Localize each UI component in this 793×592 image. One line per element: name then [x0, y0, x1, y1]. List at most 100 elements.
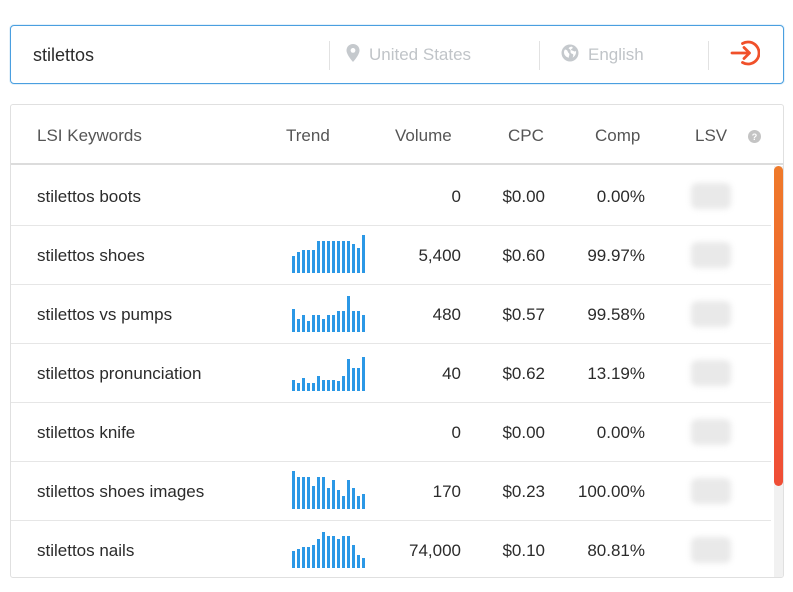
trend-bar [332, 480, 335, 509]
trend-bar [357, 248, 360, 273]
trend-bar [322, 241, 325, 273]
table-row[interactable]: stilettos vs pumps 480 $0.57 99.58% [11, 285, 771, 344]
lsv-blurred-value [691, 360, 731, 386]
location-selector[interactable]: United States [346, 43, 471, 67]
trend-bar [362, 494, 365, 509]
trend-bar [327, 536, 330, 568]
trend-bar [352, 368, 355, 391]
volume-cell: 170 [432, 482, 461, 501]
volume-cell: 480 [432, 305, 461, 324]
trend-bar [317, 315, 320, 332]
volume-cell: 40 [442, 364, 461, 383]
volume-cell: 74,000 [409, 541, 461, 560]
trend-bar [362, 315, 365, 332]
volume-cell: 5,400 [418, 246, 461, 265]
trend-bar [332, 536, 335, 568]
keyword-cell[interactable]: stilettos knife [37, 423, 136, 442]
scrollbar-thumb[interactable] [774, 166, 783, 486]
trend-bar [307, 383, 310, 391]
table-row[interactable]: stilettos nails 74,000 $0.10 80.81% [11, 521, 771, 577]
trend-bar [362, 235, 365, 273]
trend-bar [292, 256, 295, 273]
trend-bar [312, 383, 315, 391]
cpc-cell: $0.62 [502, 364, 545, 383]
trend-bar [297, 319, 300, 332]
keyword-cell[interactable]: stilettos vs pumps [37, 305, 173, 324]
table-row[interactable]: stilettos knife 0 $0.00 0.00% [11, 403, 771, 462]
trend-bar [362, 558, 365, 568]
trend-bar [297, 383, 300, 391]
comp-cell: 0.00% [596, 187, 645, 206]
trend-bar [322, 319, 325, 332]
col-header-comp[interactable]: Comp [595, 126, 641, 145]
keyword-cell[interactable]: stilettos shoes images [37, 482, 205, 501]
keyword-search-input[interactable] [33, 43, 323, 67]
cpc-cell: $0.60 [502, 246, 545, 265]
keyword-cell[interactable]: stilettos nails [37, 541, 135, 560]
col-header-trend[interactable]: Trend [286, 126, 330, 145]
col-header-lsv[interactable]: LSV [695, 126, 728, 145]
divider [329, 41, 330, 70]
enter-arrow-icon [730, 39, 761, 72]
comp-cell: 99.97% [587, 246, 645, 265]
comp-cell: 80.81% [587, 541, 645, 560]
trend-bar [322, 532, 325, 568]
trend-bar [317, 241, 320, 273]
trend-bar [332, 315, 335, 332]
lsv-blurred-value [691, 419, 731, 445]
table-row[interactable]: stilettos pronunciation 40 $0.62 13.19% [11, 344, 771, 403]
cpc-cell: $0.23 [502, 482, 545, 501]
cpc-cell: $0.00 [502, 423, 545, 442]
location-value: United States [369, 45, 472, 64]
lsv-blurred-value [691, 478, 731, 504]
keyword-cell[interactable]: stilettos boots [37, 187, 141, 206]
trend-bar [337, 490, 340, 509]
trend-bar [317, 376, 320, 391]
col-header-volume[interactable]: Volume [395, 126, 452, 145]
trend-bar [342, 376, 345, 391]
globe-icon [561, 44, 579, 67]
search-submit-button[interactable] [728, 40, 762, 70]
keyword-cell[interactable]: stilettos shoes [37, 246, 145, 265]
trend-sparkline [292, 296, 365, 332]
trend-bar [307, 321, 310, 332]
trend-bar [312, 315, 315, 332]
trend-bar [342, 536, 345, 568]
divider [539, 41, 540, 70]
trend-bar [347, 296, 350, 332]
trend-bar [352, 545, 355, 568]
trend-bar [317, 539, 320, 568]
col-header-cpc[interactable]: CPC [508, 126, 544, 145]
trend-bar [292, 380, 295, 391]
trend-sparkline [292, 412, 368, 450]
trend-sparkline [292, 532, 365, 568]
trend-sparkline [292, 357, 365, 391]
trend-bar [327, 488, 330, 509]
trend-bar [337, 381, 340, 391]
table-row[interactable]: stilettos boots 0 $0.00 0.00% [11, 167, 771, 226]
language-selector[interactable]: English [561, 43, 644, 67]
keyword-cell[interactable]: stilettos pronunciation [37, 364, 202, 383]
trend-bar [292, 551, 295, 568]
trend-bar [347, 480, 350, 509]
table-row[interactable]: stilettos shoes 5,400 $0.60 99.97% [11, 226, 771, 285]
trend-bar [302, 378, 305, 391]
trend-bar [337, 241, 340, 273]
col-header-keyword[interactable]: LSI Keywords [37, 126, 142, 145]
cpc-cell: $0.10 [502, 541, 545, 560]
comp-cell: 100.00% [577, 482, 645, 501]
table-row[interactable]: stilettos shoes images 170 $0.23 100.00% [11, 462, 771, 521]
trend-bar [342, 241, 345, 273]
trend-bar [312, 486, 315, 509]
trend-bar [327, 380, 330, 391]
trend-bar [357, 311, 360, 332]
trend-bar [352, 488, 355, 509]
cpc-cell: $0.00 [502, 187, 545, 206]
trend-bar [362, 357, 365, 391]
map-pin-icon [346, 43, 360, 67]
trend-bar [337, 539, 340, 568]
help-icon[interactable]: ? [748, 130, 761, 148]
trend-sparkline [292, 235, 365, 273]
trend-bar [297, 477, 300, 509]
lsv-blurred-value [691, 242, 731, 268]
